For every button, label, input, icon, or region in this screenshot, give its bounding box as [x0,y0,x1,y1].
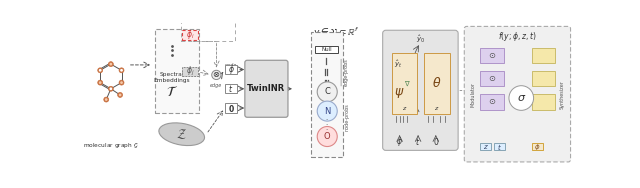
Text: molecular graph $\mathcal{G}$: molecular graph $\mathcal{G}$ [83,141,139,150]
Text: Synthesizer: Synthesizer [559,80,564,109]
Circle shape [108,62,113,67]
Circle shape [109,63,112,66]
Text: Null: Null [321,47,332,52]
Text: edge: edge [209,83,221,88]
FancyBboxPatch shape [182,67,198,77]
Text: $\mathcal{Z}$: $\mathcal{Z}$ [176,127,187,141]
FancyBboxPatch shape [532,48,555,63]
Circle shape [120,69,123,72]
FancyBboxPatch shape [481,143,492,150]
Circle shape [98,80,102,85]
Text: Modulator: Modulator [470,82,476,107]
Text: edge-probs: edge-probs [344,59,349,86]
FancyBboxPatch shape [245,60,288,117]
FancyBboxPatch shape [182,30,198,39]
Circle shape [118,92,123,97]
FancyBboxPatch shape [532,143,543,150]
Circle shape [317,127,337,146]
Text: $\phi$: $\phi$ [228,63,234,76]
FancyBboxPatch shape [311,32,344,157]
Text: $\odot$: $\odot$ [488,51,496,60]
Text: $t$: $t$ [228,83,234,94]
Text: $\phi_i$: $\phi_i$ [186,28,195,41]
Circle shape [104,97,109,102]
FancyBboxPatch shape [225,103,237,113]
FancyBboxPatch shape [225,65,237,74]
Text: $\mathbf{0}$: $\mathbf{0}$ [228,102,234,114]
Text: $\phi$: $\phi$ [396,135,403,148]
Text: $t$: $t$ [497,142,502,152]
Circle shape [212,70,221,80]
Text: $\mathcal{T}$: $\mathcal{T}$ [166,85,178,99]
Text: $\nabla$: $\nabla$ [404,79,411,88]
Text: node-probs: node-probs [344,103,349,131]
Circle shape [99,81,102,84]
Text: C: C [324,87,330,96]
FancyBboxPatch shape [481,48,504,63]
FancyBboxPatch shape [464,26,570,162]
Text: $\phi$: $\phi$ [534,142,541,152]
Circle shape [317,82,337,102]
Text: $f(y; \phi, z, t)$: $f(y; \phi, z, t)$ [498,30,536,43]
FancyBboxPatch shape [494,143,505,150]
FancyBboxPatch shape [155,29,200,113]
Circle shape [119,80,124,85]
FancyBboxPatch shape [481,94,504,110]
Circle shape [109,87,112,90]
Text: $z$: $z$ [483,143,489,151]
Circle shape [119,68,124,73]
Circle shape [120,81,123,84]
Circle shape [118,94,122,96]
Circle shape [509,86,534,110]
Text: N: N [324,107,330,116]
Text: O: O [324,132,330,141]
Text: $\odot$: $\odot$ [488,97,496,106]
Text: $z$: $z$ [435,105,440,111]
Text: $\otimes$: $\otimes$ [212,70,220,79]
Text: Spectral
Embeddings: Spectral Embeddings [154,72,190,83]
FancyBboxPatch shape [392,53,417,114]
FancyBboxPatch shape [383,30,458,150]
Text: $\sigma$: $\sigma$ [516,93,526,103]
Ellipse shape [159,123,205,146]
Text: $0$: $0$ [433,136,439,147]
Text: node: node [225,63,237,68]
Circle shape [105,98,108,101]
Text: $\hat{y}_0$: $\hat{y}_0$ [416,34,425,45]
Text: ·
·
·: · · · [325,117,328,133]
Circle shape [108,86,113,91]
Text: $\theta$: $\theta$ [432,76,442,90]
Text: $\odot$: $\odot$ [488,74,496,83]
FancyBboxPatch shape [424,53,450,114]
Text: $\phi_j$: $\phi_j$ [186,65,195,78]
Text: $y \in \mathcal{Y} \subset \mathbb{R}^{f}$: $y \in \mathcal{Y} \subset \mathbb{R}^{f… [312,26,359,40]
FancyBboxPatch shape [481,71,504,86]
Circle shape [317,101,337,121]
FancyBboxPatch shape [315,46,338,53]
Text: $t$: $t$ [415,136,420,147]
Text: $\hat{y}_t$: $\hat{y}_t$ [394,58,403,70]
Circle shape [98,68,102,73]
FancyBboxPatch shape [225,84,237,93]
FancyBboxPatch shape [532,94,555,110]
Circle shape [99,69,102,72]
Text: TwinINR: TwinINR [247,84,285,93]
Text: $z$: $z$ [402,105,407,111]
Text: $\psi$: $\psi$ [394,86,405,100]
FancyBboxPatch shape [532,71,555,86]
